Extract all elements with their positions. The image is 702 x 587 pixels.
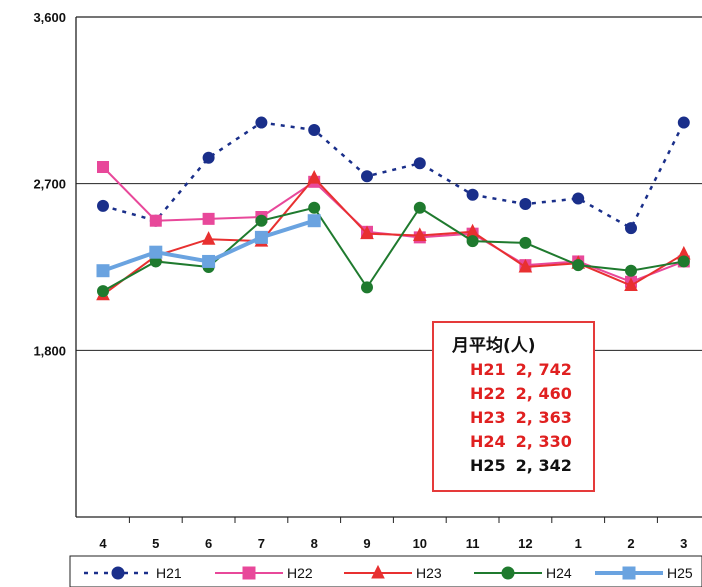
- data-point: [308, 201, 321, 214]
- data-point: [202, 212, 215, 225]
- data-point: [97, 285, 109, 298]
- data-point: [518, 258, 533, 273]
- x-tick-label: 11: [466, 536, 480, 551]
- x-tick-label: 10: [413, 536, 427, 551]
- data-point: [202, 254, 216, 268]
- x-tick-label: 3: [680, 536, 687, 551]
- legend-label: H21: [156, 565, 182, 581]
- monthly-average-title: 月平均(人): [452, 336, 536, 356]
- data-point: [466, 188, 479, 201]
- average-row-h21: H21 2, 742: [470, 360, 572, 379]
- x-tick-label: 2: [627, 536, 634, 551]
- data-point: [96, 264, 110, 278]
- data-point: [677, 116, 690, 129]
- data-point: [97, 199, 109, 212]
- data-point: [677, 255, 690, 268]
- average-row-h23: H23 2, 363: [470, 408, 572, 427]
- y-axis-ticks: 3,600 2,700 1,800: [33, 10, 66, 358]
- x-tick-label: 4: [99, 536, 107, 551]
- average-label: H25: [470, 456, 506, 475]
- average-row-h24: H24 2, 330: [470, 432, 572, 451]
- series-h24: [97, 201, 690, 298]
- data-point: [624, 277, 638, 292]
- data-point: [572, 259, 585, 272]
- y-tick-label: 3,600: [33, 10, 66, 25]
- legend-label: H24: [546, 565, 572, 581]
- data-point: [622, 566, 636, 580]
- average-value: 2, 742: [515, 360, 572, 379]
- legend: H21 H22 H23 H24 H25: [69, 555, 702, 587]
- average-value: 2, 460: [515, 384, 572, 403]
- data-point: [519, 198, 532, 211]
- y-tick-label: 2,700: [33, 177, 66, 192]
- data-point: [149, 245, 163, 259]
- data-point: [572, 192, 585, 205]
- data-point: [519, 236, 532, 249]
- average-value: 2, 363: [515, 408, 572, 427]
- data-point: [625, 222, 637, 235]
- data-point: [255, 214, 268, 227]
- data-point: [255, 116, 268, 129]
- series-line: [102, 176, 685, 296]
- data-point: [202, 151, 215, 164]
- series-h23: [96, 169, 691, 301]
- data-point: [149, 214, 162, 227]
- x-tick-label: 7: [258, 536, 265, 551]
- average-value: 2, 342: [515, 456, 572, 475]
- series-line: [102, 206, 684, 292]
- legend-item-h24: H24: [474, 565, 572, 581]
- legend-label: H22: [287, 565, 313, 581]
- average-row-h25: H25 2, 342: [470, 456, 572, 475]
- legend-label: H23: [416, 565, 442, 581]
- x-tick-label: 1: [575, 536, 582, 551]
- legend-item-h22: H22: [215, 565, 313, 581]
- x-tick-label: 5: [152, 536, 159, 551]
- data-point: [254, 230, 268, 244]
- data-point: [371, 564, 385, 579]
- data-point: [501, 566, 515, 580]
- data-point: [307, 169, 322, 184]
- series-layer: [96, 116, 691, 301]
- data-point: [625, 264, 637, 277]
- legend-item-h21: H21: [84, 565, 182, 581]
- data-point: [466, 235, 479, 248]
- gridlines: [76, 183, 702, 351]
- data-point: [97, 161, 109, 173]
- average-row-h22: H22 2, 460: [470, 384, 572, 403]
- data-point: [201, 231, 216, 245]
- x-tick-label: 6: [205, 536, 212, 551]
- monthly-average-box: 月平均(人) H21 2, 742 H22 2, 460 H23 2, 363 …: [432, 321, 595, 492]
- data-point: [413, 157, 426, 170]
- data-point: [242, 566, 256, 580]
- series-line: [102, 121, 685, 230]
- average-label: H22: [470, 384, 506, 403]
- data-point: [412, 227, 427, 242]
- data-point: [308, 123, 321, 136]
- x-tick-label: 8: [311, 536, 318, 551]
- y-tick-label: 1,800: [33, 343, 66, 358]
- average-label: H21: [470, 360, 506, 379]
- legend-item-h23: H23: [344, 564, 442, 581]
- data-point: [361, 170, 373, 183]
- data-point: [307, 214, 321, 228]
- series-h25: [96, 214, 321, 278]
- data-point: [413, 201, 426, 214]
- data-point: [360, 225, 374, 240]
- average-label: H24: [470, 432, 506, 451]
- legend-label: H25: [667, 565, 693, 581]
- series-h21: [97, 116, 690, 235]
- data-point: [111, 566, 125, 580]
- average-value: 2, 330: [515, 432, 572, 451]
- plot-area: [75, 16, 702, 518]
- data-point: [361, 281, 373, 294]
- legend-item-h25: H25: [595, 565, 693, 581]
- average-label: H23: [470, 408, 506, 427]
- x-tick-label: 9: [363, 536, 370, 551]
- x-axis-ticks: 4 5 6 7 8 9 10 11 12 1 2 3: [99, 517, 687, 551]
- x-tick-label: 12: [518, 536, 532, 551]
